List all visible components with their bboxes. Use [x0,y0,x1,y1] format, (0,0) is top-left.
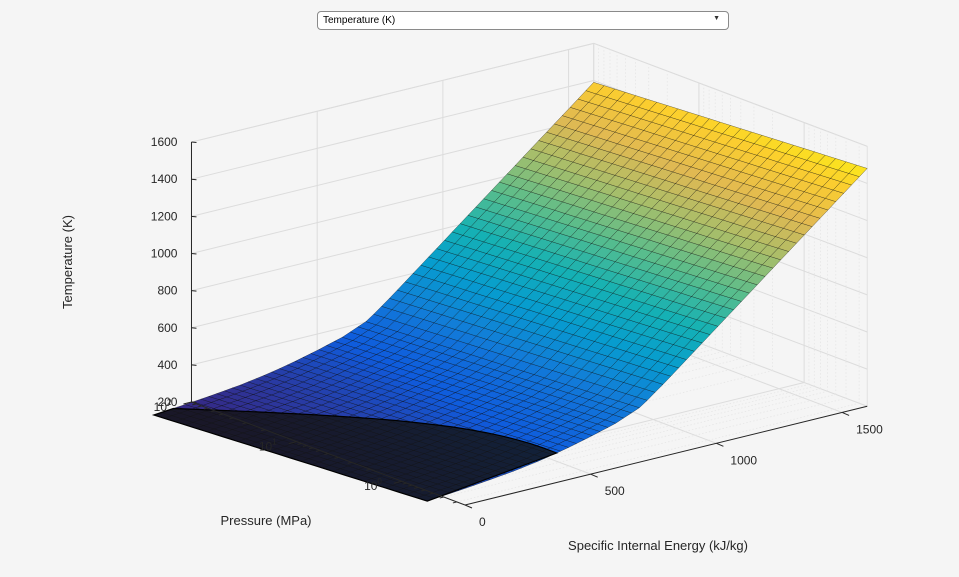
x-tick-label: 1500 [856,422,883,436]
x-tick [464,504,473,509]
z-axis-label: Temperature (K) [60,215,75,309]
y-minor-tick [366,468,371,471]
x-tick-label: 0 [479,515,486,529]
dropdown-selected-value: Temperature (K) [323,15,396,26]
y-minor-tick [402,482,407,485]
y-minor-tick [203,407,208,410]
x-tick-label: 1000 [730,453,757,467]
grid-line [191,79,594,180]
surface-patch [848,164,868,177]
y-minor-tick [260,429,266,432]
grid-line [593,42,868,147]
z-tick-label: 1000 [151,246,178,260]
y-minor-tick [219,413,224,416]
y-minor-tick [302,444,307,447]
z-tick [191,141,197,144]
z-tick-label: 400 [157,358,177,372]
y-minor-tick [421,489,426,492]
y-minor-tick [297,442,302,445]
grid-line [191,42,594,143]
surface-mesh [151,82,868,502]
z-tick [191,215,197,218]
y-tick-label: 100 [364,477,382,493]
y-minor-tick [315,449,321,452]
minor-grid-line [418,388,821,488]
y-tick-label: 102 [154,398,172,414]
y-minor-tick [210,410,215,413]
z-tick [191,290,197,292]
y-minor-tick [242,422,247,425]
minor-grid-line [406,383,810,484]
tick-marks [183,141,868,509]
z-tick-label: 200 [157,395,177,409]
y-tick [183,401,192,405]
y-tick-label: 101 [259,438,277,454]
minor-grid-line [411,385,815,486]
z-tick [191,252,197,255]
y-tick [288,441,297,445]
y-minor-tick [407,484,413,487]
y-minor-tick [334,456,339,459]
y-minor-tick [308,447,314,450]
two-phase-dome [151,407,559,502]
y-minor-tick [414,486,419,489]
x-tick [590,473,598,478]
y-minor-tick [429,492,434,495]
grid-line [191,117,594,217]
x-axis-label: Specific Internal Energy (kJ/kg) [568,538,748,553]
minor-grid-line [443,397,847,498]
z-tick-label: 600 [157,321,177,335]
minor-grid-line [456,402,860,503]
y-minor-tick [452,501,458,504]
temperature-dropdown[interactable]: Temperature (K) ▼ [317,11,729,30]
minor-grid-line [425,390,828,491]
tick-labels: 2004006008001000120014001600102101100050… [151,135,883,529]
z-tick-label: 800 [157,284,177,298]
x-tick-label: 500 [605,484,625,498]
x-axis-line [464,405,868,506]
z-tick-label: 1600 [151,135,178,149]
y-minor-tick [439,496,444,499]
y-tick [393,480,403,484]
z-tick [191,178,197,181]
z-tick [191,364,197,366]
z-tick [191,327,197,329]
z-tick-label: 1400 [151,172,178,186]
minor-grid-line [433,394,836,494]
y-minor-tick [347,461,352,464]
x-tick [841,411,850,416]
y-axis-label: Pressure (MPa) [220,513,311,528]
y-minor-tick [229,417,234,420]
z-tick-label: 1200 [151,209,178,223]
x-tick [716,442,724,447]
y-minor-tick [197,405,202,408]
y-minor-tick [324,453,329,456]
y-minor-tick [192,403,197,406]
chevron-down-icon: ▼ [713,15,720,22]
